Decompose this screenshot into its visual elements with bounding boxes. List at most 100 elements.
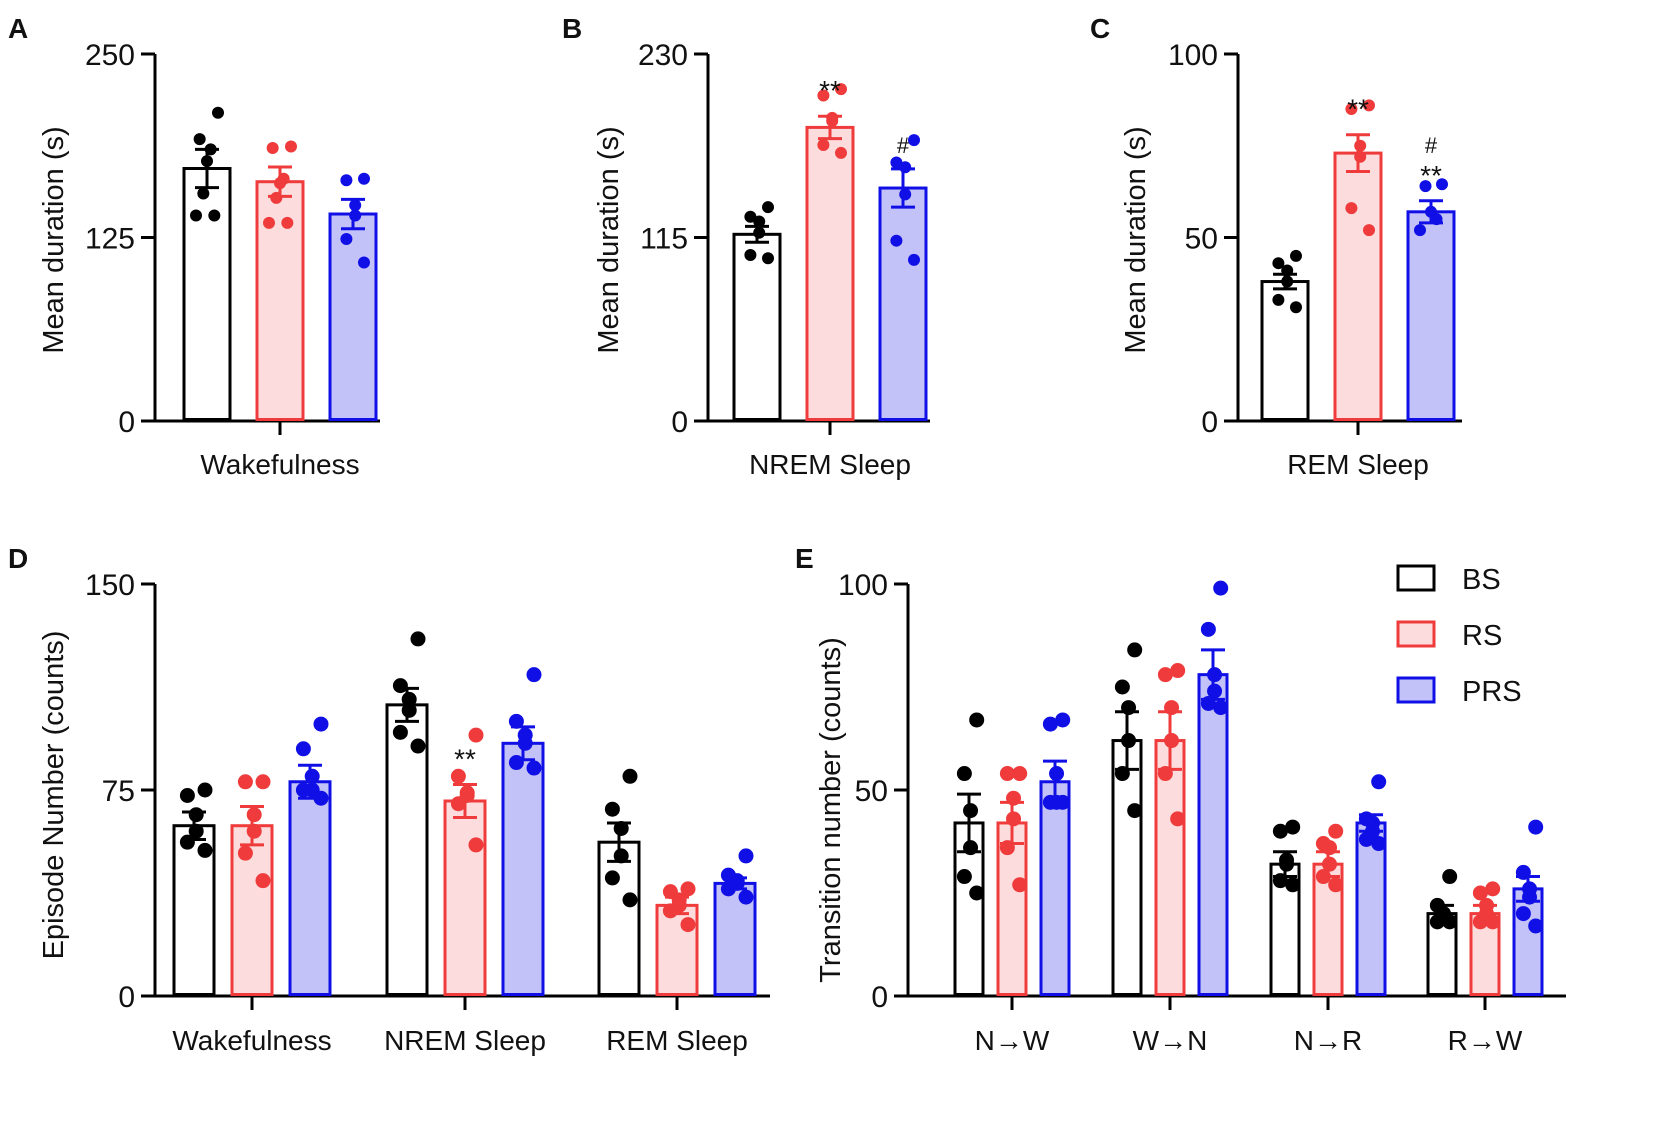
bar-prs [1197, 673, 1229, 996]
bar-bs [182, 167, 232, 421]
data-point [1200, 621, 1216, 637]
x-tick-label: W→N [1133, 1025, 1208, 1056]
data-point [193, 133, 206, 146]
data-point [349, 209, 362, 222]
legend-label-bs: BS [1462, 564, 1501, 596]
data-point [517, 735, 533, 751]
data-point [1006, 790, 1022, 806]
data-point [1328, 823, 1344, 839]
y-axis-title: Mean duration (s) [1120, 126, 1152, 353]
data-point [340, 232, 353, 245]
data-point [358, 172, 370, 185]
data-point [197, 187, 210, 200]
data-point [826, 115, 839, 128]
data-point [817, 138, 830, 151]
x-tick-label: N→R [1294, 1025, 1362, 1056]
data-point [1272, 823, 1288, 839]
data-point [890, 156, 903, 169]
data-point [1272, 257, 1285, 270]
panel-label: E [795, 543, 814, 574]
data-point [295, 782, 311, 798]
bar-rs [1333, 151, 1383, 421]
data-point [392, 724, 408, 740]
x-tick-label: REM Sleep [1287, 449, 1429, 480]
bar-prs [1355, 821, 1387, 997]
bar-prs [878, 186, 928, 421]
data-point [349, 199, 362, 212]
data-point [450, 796, 466, 812]
data-point [1472, 914, 1488, 930]
data-point [237, 845, 253, 861]
legend: BS RS PRS [1396, 564, 1522, 708]
data-point [956, 869, 972, 885]
significance-marker: ** [1420, 160, 1442, 191]
y-tick-label: 100 [1168, 39, 1218, 72]
data-point [188, 807, 204, 823]
data-point [604, 870, 620, 886]
data-point [208, 209, 221, 222]
data-point [1121, 700, 1137, 716]
data-point [890, 234, 903, 247]
y-tick-label: 100 [838, 569, 888, 602]
data-point [1281, 264, 1294, 277]
panel-label: D [8, 543, 28, 574]
bar-prs [501, 741, 545, 996]
data-point [744, 210, 757, 223]
y-axis-title: Mean duration (s) [593, 126, 625, 353]
data-point [313, 716, 329, 732]
data-point [622, 768, 638, 784]
y-axis-title: Episode Number (counts) [38, 631, 70, 960]
y-tick-label: 0 [118, 981, 135, 1014]
data-point [1042, 716, 1058, 732]
data-point [999, 840, 1015, 856]
data-point [201, 155, 213, 168]
significance-marker: # [897, 133, 910, 158]
data-point [1442, 914, 1458, 930]
data-point [835, 146, 847, 159]
bar-prs [1512, 887, 1544, 997]
data-point [255, 774, 271, 790]
x-tick-label: REM Sleep [606, 1025, 748, 1056]
data-point [401, 691, 417, 707]
data-point [1354, 139, 1367, 152]
data-point [1522, 889, 1538, 905]
data-point [1213, 580, 1229, 596]
data-point [963, 840, 979, 856]
data-point [270, 191, 283, 204]
data-point [197, 782, 213, 798]
data-point [450, 768, 466, 784]
data-point [1322, 840, 1338, 856]
data-point [1285, 819, 1301, 835]
bar-prs [288, 780, 332, 997]
panel-e: E 0 50 100 Transition number (counts) N→W W→N N… [795, 543, 1566, 1056]
data-point [274, 177, 286, 190]
data-point [468, 727, 484, 743]
data-point [1285, 877, 1301, 893]
y-axis-title: Mean duration (s) [38, 126, 70, 353]
x-tick-label: N→W [975, 1025, 1050, 1056]
data-point [1442, 869, 1458, 885]
data-point [190, 209, 202, 222]
data-point [340, 174, 353, 187]
data-point [468, 837, 484, 853]
legend-swatch-rs [1396, 620, 1436, 648]
data-point [295, 741, 311, 757]
data-point [1345, 103, 1358, 116]
data-point [197, 842, 213, 858]
y-axis-title: Transition number (counts) [815, 637, 847, 982]
data-point [188, 823, 204, 839]
data-point [1157, 766, 1173, 782]
data-point [1114, 766, 1130, 782]
data-point [204, 143, 217, 156]
x-tick-label: Wakefulness [172, 1025, 331, 1056]
data-point [1164, 733, 1180, 749]
bar-bs [1260, 280, 1310, 422]
data-point [1006, 811, 1022, 827]
data-point [1055, 794, 1071, 810]
bar-bs [732, 232, 782, 421]
data-point [285, 140, 297, 153]
data-point [1515, 864, 1531, 880]
data-point [680, 881, 696, 897]
